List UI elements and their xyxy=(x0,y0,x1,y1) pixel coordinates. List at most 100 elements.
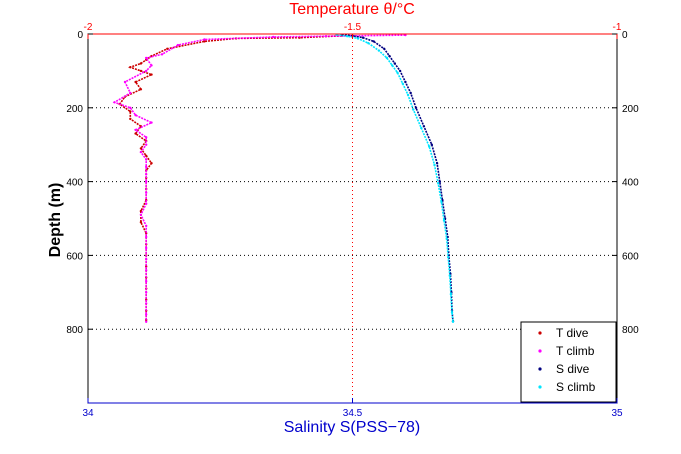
data-point xyxy=(437,182,440,185)
y-tick-label-right: 200 xyxy=(622,104,639,115)
data-point xyxy=(145,154,148,157)
data-point xyxy=(396,71,399,74)
data-point xyxy=(203,38,206,41)
data-point xyxy=(449,292,453,296)
bottom-tick-label: 35 xyxy=(611,408,623,419)
y-tick-label-right: 400 xyxy=(622,178,639,189)
data-point xyxy=(391,64,394,67)
data-point xyxy=(393,62,396,65)
top-axis-title: Temperature θ/°C xyxy=(289,1,415,18)
series-layer xyxy=(112,33,455,323)
data-point xyxy=(139,213,143,216)
data-point xyxy=(385,56,389,60)
data-point xyxy=(145,291,148,294)
data-point xyxy=(272,35,275,39)
data-point xyxy=(442,219,446,222)
y-tick-label-right: 0 xyxy=(622,30,628,41)
data-point xyxy=(435,162,439,165)
data-point xyxy=(145,257,148,261)
data-point xyxy=(447,256,450,259)
data-point xyxy=(139,150,143,154)
data-point xyxy=(414,106,418,110)
legend: T dive T climb S dive S climb xyxy=(520,321,617,403)
data-point xyxy=(176,43,180,47)
data-point xyxy=(139,88,143,91)
data-point xyxy=(428,145,431,148)
data-point xyxy=(145,235,148,239)
series-t-climb xyxy=(112,33,407,323)
data-point xyxy=(420,126,423,130)
data-point xyxy=(129,66,132,69)
series-s-climb xyxy=(335,33,455,323)
data-point xyxy=(372,40,375,43)
data-point xyxy=(145,180,148,183)
data-point xyxy=(409,91,412,95)
series-s-dive xyxy=(340,33,455,323)
data-point xyxy=(139,62,143,65)
data-point xyxy=(433,163,436,167)
data-point xyxy=(145,56,148,60)
series-line xyxy=(112,34,406,322)
legend-marker xyxy=(538,349,542,353)
data-point xyxy=(166,47,169,50)
data-point xyxy=(134,80,137,84)
bottom-axis-title: Salinity S(PSS−78) xyxy=(284,419,421,436)
data-point xyxy=(346,35,349,38)
data-point xyxy=(356,37,359,40)
legend-marker xyxy=(538,331,542,335)
data-point xyxy=(324,35,328,38)
data-point xyxy=(134,128,137,132)
data-point xyxy=(129,117,132,121)
data-point xyxy=(361,36,365,39)
data-point xyxy=(139,221,143,224)
data-point xyxy=(145,224,148,228)
data-point xyxy=(422,125,426,128)
data-point xyxy=(398,69,402,73)
data-point xyxy=(412,108,415,111)
data-point xyxy=(145,313,148,316)
data-point xyxy=(145,202,148,205)
y-tick-label-right: 600 xyxy=(622,251,639,262)
data-point xyxy=(145,320,148,323)
data-point xyxy=(404,80,407,84)
top-tick-label: -1 xyxy=(613,22,622,33)
data-point xyxy=(150,64,153,67)
data-point xyxy=(145,69,148,73)
data-point xyxy=(430,143,433,146)
y-tick-label-left: 600 xyxy=(66,251,83,262)
data-point xyxy=(129,91,132,95)
data-point xyxy=(129,110,132,113)
y-tick-label-left: 400 xyxy=(66,178,83,189)
data-point xyxy=(150,73,153,76)
y-tick-label-left: 800 xyxy=(66,325,83,336)
data-point xyxy=(450,311,454,314)
legend-marker xyxy=(538,367,542,371)
data-point xyxy=(145,136,148,139)
y-tick-label-left: 0 xyxy=(77,30,83,41)
bottom-tick-label: 34.5 xyxy=(343,408,363,419)
data-point xyxy=(150,121,153,124)
grid-lines xyxy=(88,34,617,403)
data-point xyxy=(145,269,148,272)
data-point xyxy=(203,40,206,43)
legend-label: T climb xyxy=(556,344,595,358)
data-point xyxy=(377,49,381,52)
data-point xyxy=(401,82,404,86)
data-point xyxy=(139,69,143,73)
legend-marker xyxy=(538,385,542,389)
data-point xyxy=(145,173,148,176)
data-point xyxy=(438,180,441,183)
legend-label: S dive xyxy=(556,362,590,376)
legend-box xyxy=(520,321,617,403)
data-point xyxy=(160,53,164,56)
data-point xyxy=(145,158,148,161)
data-point xyxy=(406,93,410,97)
legend-label: T dive xyxy=(556,326,589,340)
top-tick-label: -2 xyxy=(84,22,93,33)
data-point xyxy=(367,42,370,45)
y-axis-title: Depth (m) xyxy=(47,183,64,258)
data-point xyxy=(145,191,148,194)
data-point xyxy=(145,280,148,283)
data-point xyxy=(123,80,127,84)
